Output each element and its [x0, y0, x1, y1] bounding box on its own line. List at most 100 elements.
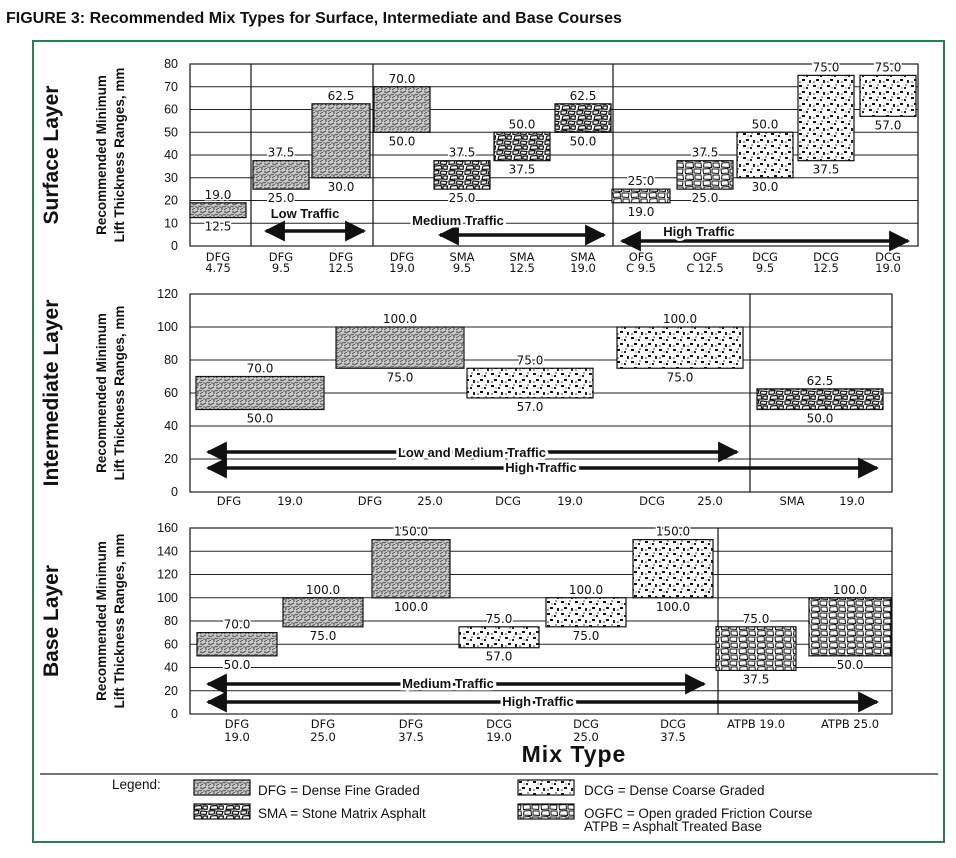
category-label: 25.0 [417, 494, 443, 508]
range-bar [859, 74, 917, 117]
y-tick-label: 80 [164, 353, 178, 367]
y-tick-label: 140 [157, 544, 178, 558]
y-axis-label: Lift Thickness Ranges, mm [112, 306, 127, 481]
category-label: 19.0 [839, 494, 865, 508]
range-bar [252, 160, 310, 190]
category-label: SMA [570, 250, 595, 264]
range-max-label: 37.5 [449, 146, 476, 160]
category-label: 19.0 [875, 261, 901, 275]
y-tick-label: 20 [164, 452, 178, 466]
range-bar [196, 632, 278, 657]
category-label: 12.5 [509, 261, 535, 275]
range-bar [282, 597, 364, 628]
range-min-label: 25.0 [268, 191, 295, 205]
range-bar [311, 103, 371, 179]
range-max-label: 70.0 [224, 618, 251, 632]
category-label: 19.0 [277, 494, 303, 508]
category-label: SMA [509, 250, 534, 264]
panel-surface-layer: 0 10 20 30 40 50 60 70 80 Surface Layer Recommende… [40, 57, 919, 275]
y-tick-label: 10 [164, 216, 178, 230]
figure-title: FIGURE 3: Recommended Mix Types for Surf… [6, 10, 622, 27]
legend-title: Legend: [112, 777, 161, 792]
range-max-label: 19.0 [205, 188, 232, 202]
legend-swatch-dfg [193, 779, 251, 796]
traffic-label: Low and Medium Traffic [398, 445, 546, 460]
panel-base-layer: 0 20 40 60 80 100 120 140 160 Base Layer Recommend… [40, 521, 893, 744]
legend-swatch-sma [193, 803, 251, 820]
y-tick-label: 80 [164, 57, 178, 71]
legend-item-text: ATPB = Asphalt Treated Base [584, 819, 762, 834]
range-max-label: 100.0 [569, 583, 603, 597]
range-max-label: 70.0 [389, 72, 416, 86]
panel-label: Base Layer [40, 565, 63, 677]
range-max-label: 50.0 [509, 117, 536, 131]
category-label: 19.0 [224, 730, 250, 744]
range-max-label: 50.0 [752, 117, 779, 131]
range-bar [797, 74, 855, 162]
range-min-label: 57.0 [875, 118, 902, 132]
range-min-label: 57.0 [486, 650, 513, 664]
category-label: OFG [629, 250, 654, 264]
y-axis-label: Recommended Minimum [94, 541, 109, 701]
range-bar [676, 160, 734, 190]
category-label: DFG [329, 250, 353, 264]
y-tick-label: 120 [157, 568, 178, 582]
traffic-label: Medium Traffic [412, 213, 504, 228]
y-tick-label: 50 [164, 125, 178, 139]
range-max-label: 62.5 [328, 89, 355, 103]
category-label: DCG [660, 717, 686, 731]
y-tick-label: 120 [157, 287, 178, 301]
category-label: 25.0 [697, 494, 723, 508]
y-tick-label: 0 [171, 707, 178, 721]
panel-label: Intermediate Layer [40, 300, 63, 487]
y-tick-label: 40 [164, 661, 178, 675]
range-bar [611, 188, 671, 204]
range-max-label: 100.0 [383, 312, 417, 326]
range-bar [715, 626, 797, 672]
range-max-label: 75.0 [517, 353, 544, 367]
range-min-label: 25.0 [449, 191, 476, 205]
category-label: 9.5 [453, 261, 471, 275]
traffic-label: High Traffic [502, 694, 574, 709]
range-max-label: 100.0 [833, 583, 867, 597]
category-label: 12.5 [328, 261, 354, 275]
range-bar [373, 86, 431, 133]
category-label: 19.0 [486, 730, 512, 744]
category-label: DFG [358, 494, 382, 508]
category-label: C 9.5 [626, 261, 656, 275]
traffic-label: High Traffic [663, 224, 735, 239]
y-tick-label: 100 [157, 320, 178, 334]
range-max-label: 100.0 [663, 312, 697, 326]
range-max-label: 75.0 [813, 60, 840, 74]
y-axis-label: Lift Thickness Ranges, mm [112, 534, 127, 709]
range-max-label: 37.5 [268, 146, 295, 160]
category-label: 9.5 [272, 261, 290, 275]
category-label: DCG [486, 717, 512, 731]
category-label: 25.0 [310, 730, 336, 744]
category-label: DCG [495, 494, 521, 508]
range-max-label: 37.5 [692, 146, 719, 160]
range-bar [808, 597, 892, 657]
traffic-label: Low Traffic [271, 206, 340, 221]
y-tick-label: 80 [164, 614, 178, 628]
range-min-label: 12.5 [205, 220, 232, 234]
range-bar [632, 539, 714, 599]
legend-item-text: SMA = Stone Matrix Asphalt [258, 806, 426, 821]
range-max-label: 150.0 [394, 525, 428, 539]
category-label: 9.5 [756, 261, 774, 275]
category-label: 19.0 [389, 261, 415, 275]
category-label: 19.0 [570, 261, 596, 275]
range-min-label: 100.0 [656, 600, 690, 614]
panel-intermediate-layer: 0 20 40 60 80 100 120 Intermediate Layer Recomme… [40, 287, 893, 508]
range-max-label: 75.0 [743, 612, 770, 626]
range-max-label: 62.5 [807, 374, 834, 388]
range-bar [736, 131, 794, 179]
category-label: SMA [779, 494, 804, 508]
y-tick-label: 20 [164, 194, 178, 208]
range-min-label: 37.5 [813, 163, 840, 177]
range-min-label: 50.0 [389, 134, 416, 148]
category-label: DFG [311, 717, 335, 731]
category-label: 12.5 [813, 261, 839, 275]
category-label: DCG [813, 250, 839, 264]
